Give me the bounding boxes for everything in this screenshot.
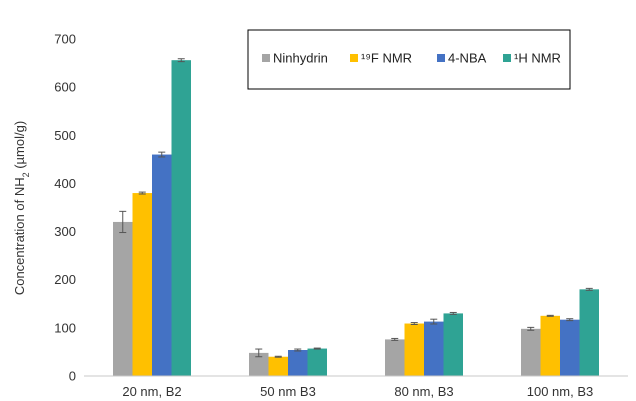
x-category-label: 80 nm, B3 [394,384,453,399]
legend-label: 4-NBA [448,51,487,66]
legend-label: ¹H NMR [514,51,561,66]
legend-swatch [437,54,445,62]
x-category-label: 100 nm, B3 [527,384,594,399]
y-axis-label-main: Concentration of NH [12,177,27,295]
bar [521,328,541,376]
bar [171,60,191,376]
y-tick-label: 700 [54,32,76,47]
bar [113,221,133,376]
error-bars-group [119,58,593,358]
x-category-label: 20 nm, B2 [122,384,181,399]
bar [560,319,580,376]
bar [404,323,424,376]
legend: Ninhydrin ¹⁹F NMR 4-NBA ¹H NMR [247,29,571,90]
y-tick-label: 400 [54,176,76,191]
legend-label: Ninhydrin [273,51,328,66]
x-axis-category-labels: 20 nm, B2 50 nm B3 80 nm, B3 100 nm, B3 [122,384,593,399]
bar [579,289,599,376]
bar [307,348,327,376]
y-tick-label: 0 [69,369,76,384]
y-axis-label-subscript: 2 [21,172,31,177]
legend-swatch [262,54,270,62]
y-axis-label: Concentration of NH2 (µmol/g) [12,121,31,295]
y-tick-label: 300 [54,224,76,239]
bar [424,321,444,376]
bar [152,154,172,376]
y-tick-label: 200 [54,272,76,287]
bar [132,193,152,376]
x-category-label: 50 nm B3 [260,384,316,399]
y-axis-label-unit: (µmol/g) [12,121,27,173]
y-tick-label: 100 [54,320,76,335]
legend-label: ¹⁹F NMR [361,51,412,66]
bars-group [113,60,599,376]
bar [268,356,288,376]
legend-swatch [350,54,358,62]
y-axis-ticks: 0 100 200 300 400 500 600 700 [54,32,76,384]
y-tick-label: 500 [54,128,76,143]
bar [385,339,405,376]
bar [443,313,463,376]
legend-box [247,29,571,90]
bar [288,350,308,376]
bar [249,352,269,376]
bar [540,315,560,376]
y-tick-label: 600 [54,80,76,95]
legend-swatch [503,54,511,62]
